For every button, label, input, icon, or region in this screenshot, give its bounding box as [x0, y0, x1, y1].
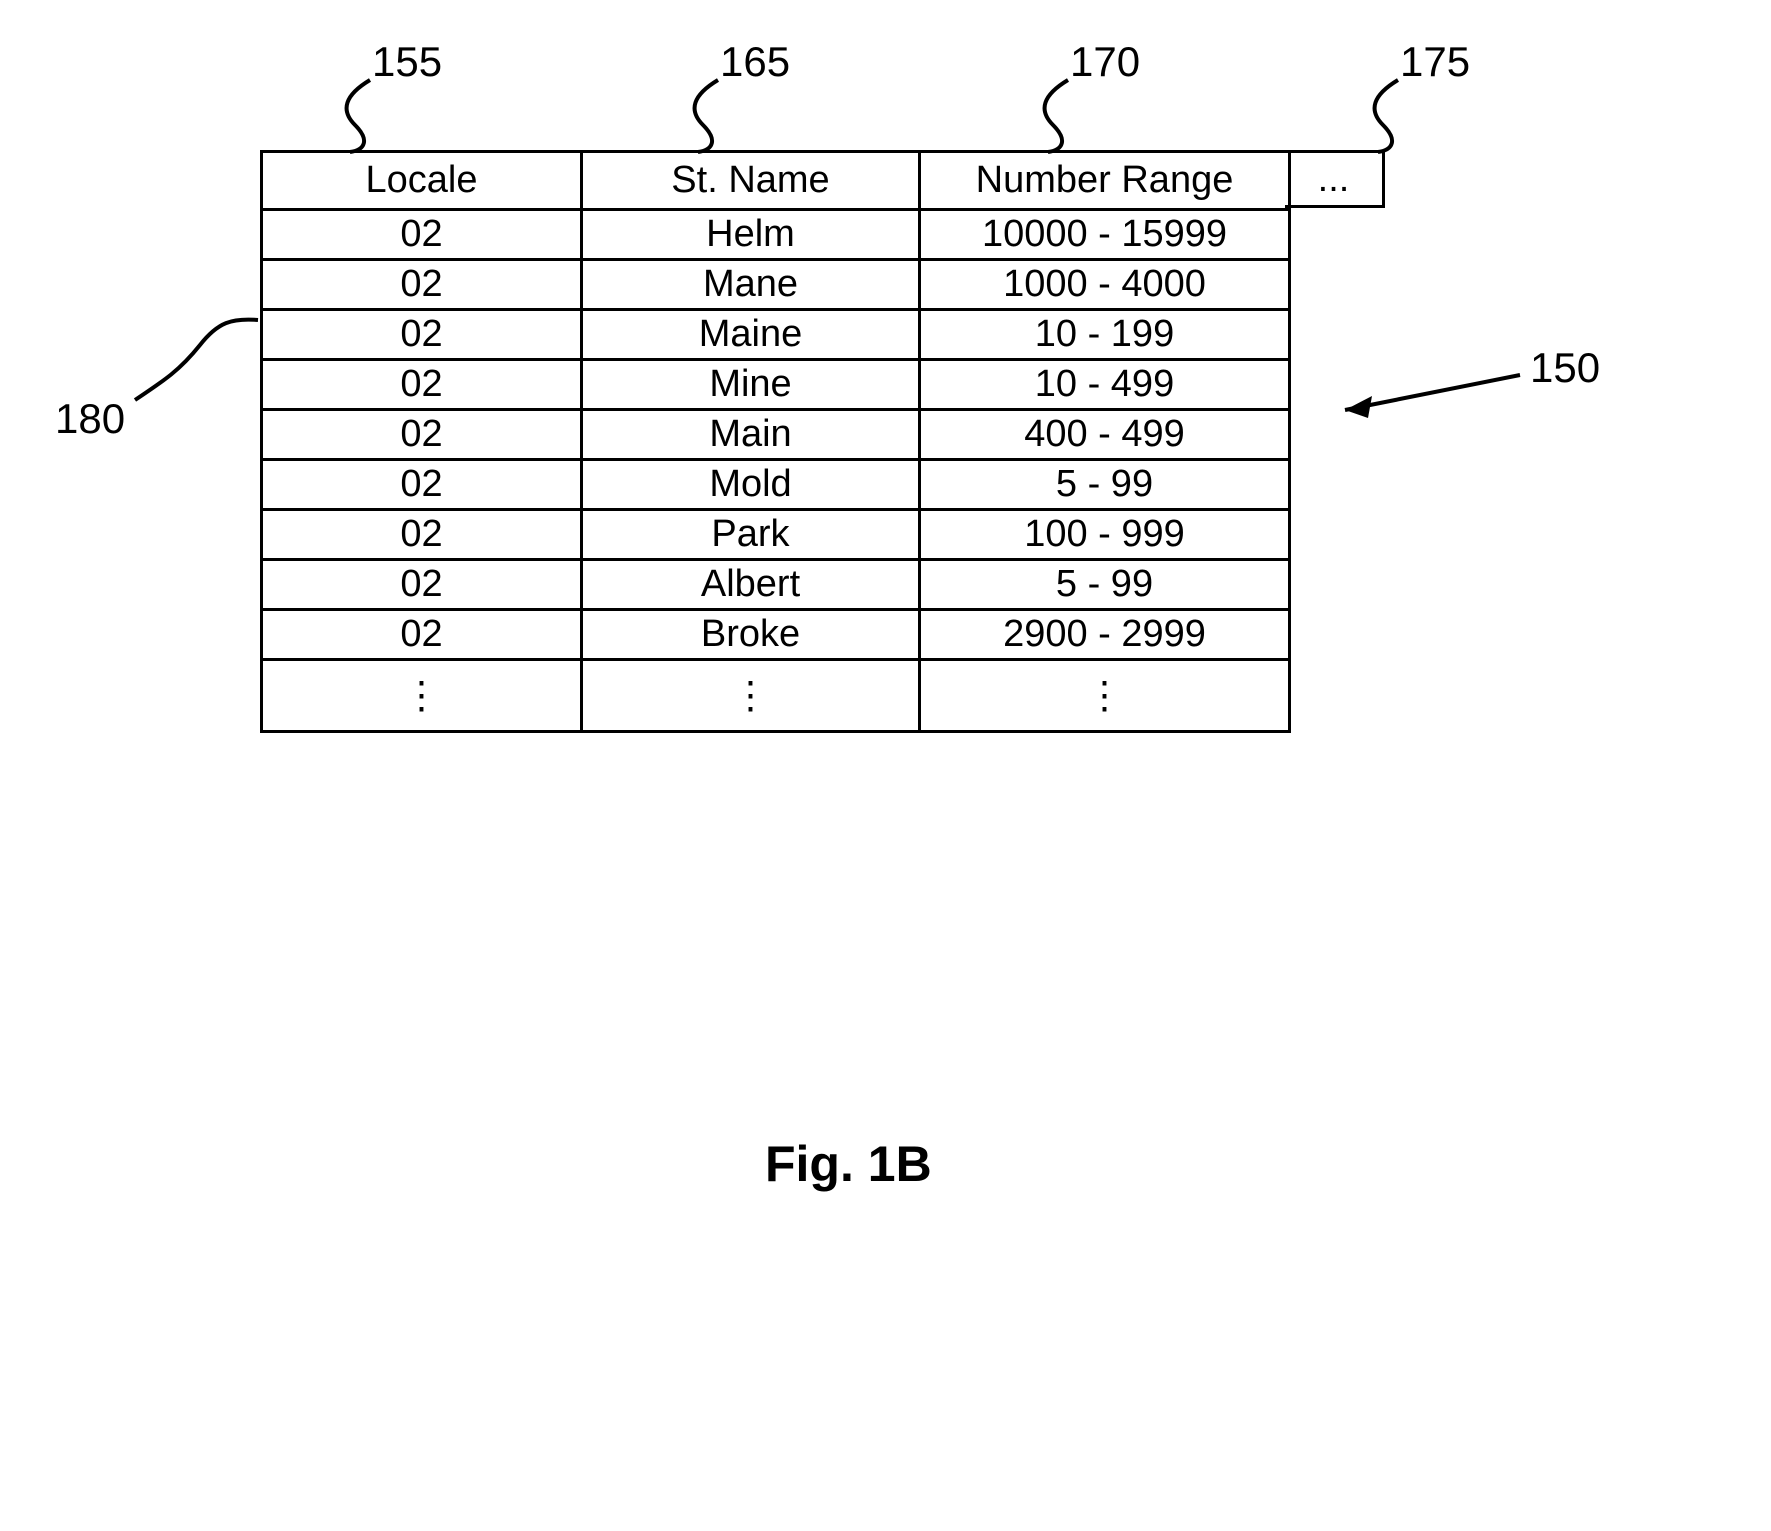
cell-locale: 02 — [262, 310, 582, 360]
cell-range: 400 - 499 — [920, 410, 1290, 460]
table-row: 02 Broke 2900 - 2999 — [262, 610, 1290, 660]
table-row: 02 Albert 5 - 99 — [262, 560, 1290, 610]
cell-locale: 02 — [262, 460, 582, 510]
cell-locale: 02 — [262, 210, 582, 260]
cell-locale: 02 — [262, 410, 582, 460]
cell-ellipsis: ⋮ — [920, 660, 1290, 732]
figure-stage: 155 165 170 175 180 150 Loca — [0, 0, 1771, 1531]
col-header-ellipsis: ... — [1285, 150, 1385, 208]
cell-range: 10 - 499 — [920, 360, 1290, 410]
cell-range: 10 - 199 — [920, 310, 1290, 360]
cell-stname: Park — [582, 510, 920, 560]
cell-range: 1000 - 4000 — [920, 260, 1290, 310]
col-header-stname: St. Name — [582, 152, 920, 210]
callout-150: 150 — [1530, 344, 1600, 392]
callout-180: 180 — [55, 395, 125, 443]
table-row: 02 Park 100 - 999 — [262, 510, 1290, 560]
street-table-wrap: Locale St. Name Number Range 02 Helm 100… — [260, 150, 1291, 733]
callout-165: 165 — [720, 38, 790, 86]
cell-stname: Mine — [582, 360, 920, 410]
cell-range: 10000 - 15999 — [920, 210, 1290, 260]
cell-locale: 02 — [262, 510, 582, 560]
cell-stname: Broke — [582, 610, 920, 660]
callout-170: 170 — [1070, 38, 1140, 86]
cell-locale: 02 — [262, 610, 582, 660]
cell-locale: 02 — [262, 360, 582, 410]
street-table: Locale St. Name Number Range 02 Helm 100… — [260, 150, 1291, 733]
callout-155: 155 — [372, 38, 442, 86]
table-row: 02 Mold 5 - 99 — [262, 460, 1290, 510]
table-row: 02 Maine 10 - 199 — [262, 310, 1290, 360]
cell-stname: Main — [582, 410, 920, 460]
cell-stname: Albert — [582, 560, 920, 610]
table-row: 02 Main 400 - 499 — [262, 410, 1290, 460]
cell-range: 5 - 99 — [920, 460, 1290, 510]
col-header-range: Number Range — [920, 152, 1290, 210]
cell-range: 2900 - 2999 — [920, 610, 1290, 660]
table-header-row: Locale St. Name Number Range — [262, 152, 1290, 210]
table-row: 02 Helm 10000 - 15999 — [262, 210, 1290, 260]
cell-locale: 02 — [262, 260, 582, 310]
col-header-locale: Locale — [262, 152, 582, 210]
cell-stname: Helm — [582, 210, 920, 260]
table-body: 02 Helm 10000 - 15999 02 Mane 1000 - 400… — [262, 210, 1290, 732]
cell-stname: Maine — [582, 310, 920, 360]
cell-range: 100 - 999 — [920, 510, 1290, 560]
cell-ellipsis: ⋮ — [262, 660, 582, 732]
table-row: 02 Mine 10 - 499 — [262, 360, 1290, 410]
callout-175: 175 — [1400, 38, 1470, 86]
cell-stname: Mane — [582, 260, 920, 310]
table-ellipsis-row: ⋮ ⋮ ⋮ — [262, 660, 1290, 732]
cell-range: 5 - 99 — [920, 560, 1290, 610]
figure-caption: Fig. 1B — [765, 1135, 932, 1193]
cell-ellipsis: ⋮ — [582, 660, 920, 732]
table-row: 02 Mane 1000 - 4000 — [262, 260, 1290, 310]
cell-locale: 02 — [262, 560, 582, 610]
cell-stname: Mold — [582, 460, 920, 510]
